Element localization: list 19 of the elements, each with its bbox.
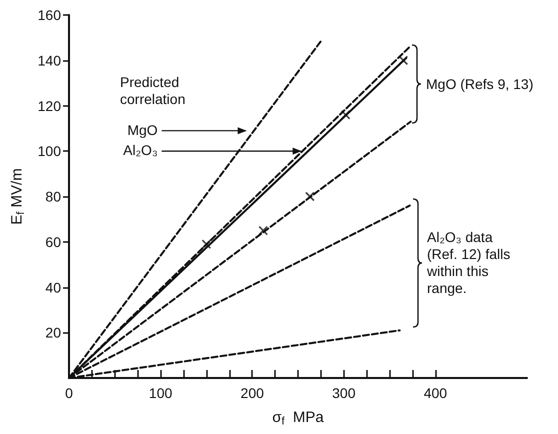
annotation: MgO (Refs 9, 13) <box>426 76 534 92</box>
annotation: Al₂O₃ <box>122 142 158 160</box>
y-axis-title: Ef MV/m <box>8 168 28 225</box>
x-tick-label: 0 <box>65 385 74 401</box>
y-tick-label: 40 <box>45 279 62 296</box>
y-tick-label: 100 <box>38 143 62 160</box>
y-tick-label: 140 <box>38 52 62 68</box>
x-tick-label: 100 <box>148 385 172 401</box>
y-tick-label: 20 <box>45 324 62 341</box>
annotation: Al₂O₃ data (Ref. 12) falls within this range. <box>427 229 512 297</box>
x-tick-label: 300 <box>332 385 356 401</box>
x-tick-label: 200 <box>240 385 264 401</box>
y-tick-label: 160 <box>38 7 62 23</box>
x-tick-label: 400 <box>424 385 448 401</box>
y-tick-label: 80 <box>45 188 62 204</box>
annotation: MgO <box>126 122 158 139</box>
y-tick-label: 60 <box>45 234 62 250</box>
annotation: Predicted correlation <box>120 74 186 108</box>
y-tick-label: 120 <box>38 98 62 114</box>
